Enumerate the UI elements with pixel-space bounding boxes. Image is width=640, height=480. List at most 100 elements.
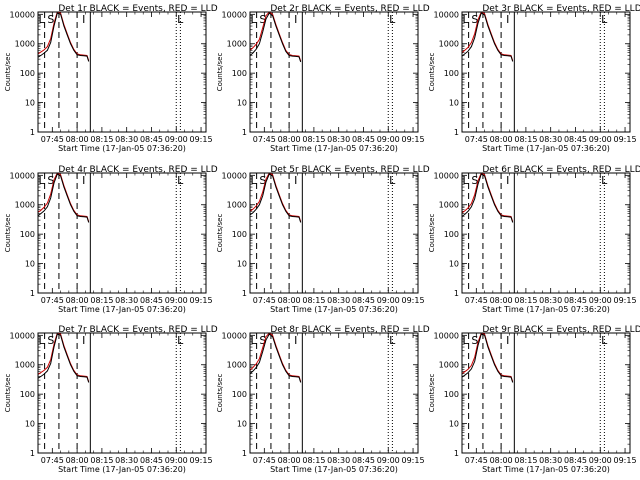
x-tick-label: 08:45 bbox=[564, 296, 587, 305]
y-axis-label: Counts/sec bbox=[428, 374, 436, 413]
chart-panel-1: Det 1r BLACK = Events, RED = LLD Counts/s… bbox=[4, 4, 218, 153]
y-tick-label: 10 bbox=[449, 99, 459, 108]
x-tick-label: 09:15 bbox=[190, 135, 213, 144]
x-tick-label: 08:30 bbox=[539, 296, 562, 305]
x-tick-label: 08:00 bbox=[278, 296, 301, 305]
series-line-events bbox=[462, 333, 514, 383]
x-tick-label: 09:15 bbox=[190, 456, 213, 465]
x-axis-label: Start Time (17-Jan-05 07:36:20) bbox=[482, 465, 610, 474]
y-tick-label: 1 bbox=[30, 128, 35, 137]
x-tick-label: 07:45 bbox=[41, 135, 64, 144]
marker-letter: S bbox=[259, 174, 266, 187]
x-tick-label: 07:45 bbox=[253, 296, 276, 305]
marker-letter: S bbox=[259, 13, 266, 26]
x-tick-label: 09:15 bbox=[402, 296, 425, 305]
y-tick-label: 10000 bbox=[434, 10, 459, 19]
x-tick-label: 07:45 bbox=[465, 296, 488, 305]
x-tick-label: 09:15 bbox=[402, 135, 425, 144]
x-tick-label: 08:45 bbox=[564, 456, 587, 465]
x-tick-label: 07:45 bbox=[465, 135, 488, 144]
marker-letter: L bbox=[251, 13, 258, 26]
marker-letter: L bbox=[177, 334, 184, 347]
marker-letter: L bbox=[39, 174, 46, 187]
y-tick-label: 10 bbox=[25, 420, 35, 429]
y-tick-label: 1 bbox=[454, 449, 459, 458]
x-tick-label: 08:30 bbox=[327, 456, 350, 465]
marker-letter: L bbox=[39, 13, 46, 26]
y-tick-label: 10000 bbox=[222, 10, 247, 19]
y-tick-label: 10 bbox=[237, 99, 247, 108]
y-tick-label: 1 bbox=[242, 289, 247, 298]
y-tick-label: 100 bbox=[232, 390, 247, 399]
x-tick-label: 07:45 bbox=[41, 296, 64, 305]
marker-letter: L bbox=[601, 174, 608, 187]
y-tick-label: 100 bbox=[444, 230, 459, 239]
marker-letter: S bbox=[471, 334, 478, 347]
y-tick-label: 1000 bbox=[439, 201, 459, 210]
x-tick-label: 07:45 bbox=[253, 456, 276, 465]
marker-letter: I bbox=[294, 174, 297, 187]
y-tick-label: 1000 bbox=[15, 361, 35, 370]
x-tick-label: 08:15 bbox=[90, 135, 113, 144]
marker-letter: L bbox=[463, 174, 470, 187]
x-tick-label: 09:15 bbox=[614, 135, 637, 144]
x-tick-label: 09:00 bbox=[165, 135, 188, 144]
x-tick-label: 08:45 bbox=[140, 135, 163, 144]
plot-frame bbox=[249, 172, 419, 294]
chart-title: Det 7r BLACK = Events, RED = LLD bbox=[58, 325, 217, 335]
y-tick-label: 10000 bbox=[434, 171, 459, 180]
y-tick-label: 100 bbox=[444, 69, 459, 78]
y-tick-label: 10 bbox=[237, 260, 247, 269]
y-axis-label: Counts/sec bbox=[4, 214, 12, 253]
x-axis-label: Start Time (17-Jan-05 07:36:20) bbox=[58, 144, 186, 153]
x-tick-label: 09:00 bbox=[165, 296, 188, 305]
x-axis-label: Start Time (17-Jan-05 07:36:20) bbox=[482, 144, 610, 153]
marker-letter: I bbox=[82, 334, 85, 347]
y-tick-label: 100 bbox=[20, 390, 35, 399]
x-tick-label: 08:45 bbox=[140, 456, 163, 465]
marker-letter: I bbox=[294, 334, 297, 347]
marker-letter: L bbox=[177, 174, 184, 187]
x-tick-label: 08:30 bbox=[115, 135, 138, 144]
marker-letter: L bbox=[601, 334, 608, 347]
marker-letter: S bbox=[471, 174, 478, 187]
plot-frame bbox=[249, 11, 419, 133]
chart-panel-5: Det 5r BLACK = Events, RED = LLD Counts/s… bbox=[216, 165, 430, 314]
chart-panel-4: Det 4r BLACK = Events, RED = LLD Counts/s… bbox=[4, 165, 218, 314]
y-axis-label: Counts/sec bbox=[216, 374, 224, 413]
x-tick-label: 08:15 bbox=[514, 296, 537, 305]
y-tick-label: 10000 bbox=[222, 331, 247, 340]
y-axis-label: Counts/sec bbox=[428, 214, 436, 253]
y-tick-label: 100 bbox=[232, 230, 247, 239]
x-axis-label: Start Time (17-Jan-05 07:36:20) bbox=[270, 305, 398, 314]
plot-frame bbox=[461, 332, 631, 454]
x-tick-label: 07:45 bbox=[41, 456, 64, 465]
x-tick-label: 08:15 bbox=[514, 456, 537, 465]
x-tick-label: 09:00 bbox=[589, 456, 612, 465]
chart-panel-7: Det 7r BLACK = Events, RED = LLD Counts/s… bbox=[4, 325, 218, 474]
x-axis-label: Start Time (17-Jan-05 07:36:20) bbox=[58, 305, 186, 314]
y-tick-label: 100 bbox=[232, 69, 247, 78]
marker-letter: I bbox=[82, 13, 85, 26]
x-tick-label: 08:00 bbox=[278, 135, 301, 144]
marker-letter: S bbox=[47, 13, 54, 26]
chart-title: Det 5r BLACK = Events, RED = LLD bbox=[270, 165, 429, 175]
marker-letter: L bbox=[39, 334, 46, 347]
x-tick-label: 08:00 bbox=[66, 135, 89, 144]
x-axis-label: Start Time (17-Jan-05 07:36:20) bbox=[270, 465, 398, 474]
y-tick-label: 100 bbox=[20, 230, 35, 239]
x-tick-label: 08:00 bbox=[66, 456, 89, 465]
series-line-events bbox=[250, 333, 302, 383]
y-axis-label: Counts/sec bbox=[216, 53, 224, 92]
marker-letter: S bbox=[47, 334, 54, 347]
series-line-events bbox=[38, 12, 90, 62]
marker-letter: S bbox=[259, 334, 266, 347]
x-tick-label: 08:15 bbox=[302, 456, 325, 465]
y-tick-label: 10000 bbox=[10, 331, 35, 340]
plot-frame bbox=[249, 332, 419, 454]
y-tick-label: 10000 bbox=[10, 171, 35, 180]
y-tick-label: 10 bbox=[25, 99, 35, 108]
x-tick-label: 09:00 bbox=[377, 135, 400, 144]
chart-title: Det 4r BLACK = Events, RED = LLD bbox=[58, 165, 217, 175]
